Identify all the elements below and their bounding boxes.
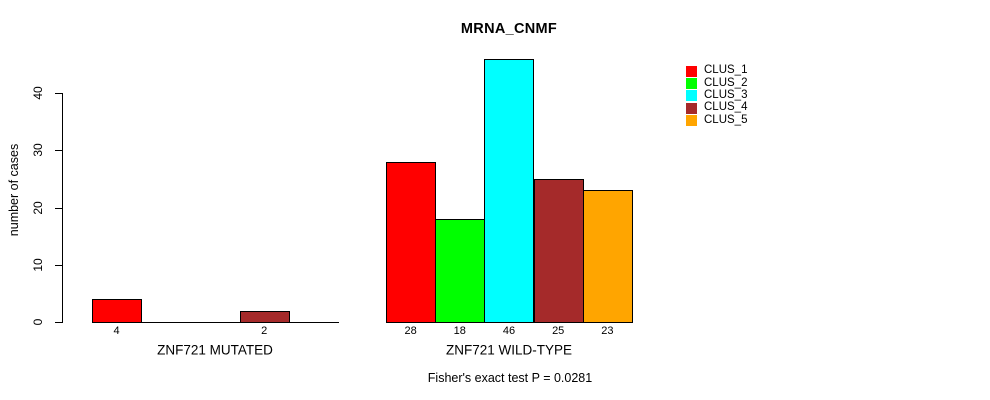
zero-bar-clus_5 [289, 322, 339, 323]
y-tick-label: 30 [31, 143, 45, 157]
legend-swatch-icon [686, 114, 697, 126]
y-tick-mark [55, 208, 62, 209]
legend-item: CLUS_2 [686, 77, 747, 89]
y-tick-label: 10 [31, 258, 45, 272]
legend-item: CLUS_3 [686, 88, 748, 102]
y-tick-label: 20 [31, 201, 45, 215]
bar-clus_4 [534, 179, 584, 323]
legend-label: CLUS_5 [704, 113, 748, 126]
legend-label: CLUS_2 [704, 76, 748, 89]
bar-value-label: 46 [502, 325, 516, 337]
bar-value-label: 28 [404, 325, 417, 337]
legend-swatch-icon [686, 90, 697, 102]
bar-value-label: 23 [601, 325, 614, 337]
y-tick-mark [55, 93, 62, 94]
legend-label: CLUS_3 [704, 88, 748, 101]
legend-label: CLUS_1 [704, 64, 748, 77]
bar-value-label: 4 [113, 325, 120, 337]
legend-item: CLUS_5 [686, 114, 747, 126]
group-label: ZNF721 WILD-TYPE [445, 342, 573, 358]
group-label: ZNF721 MUTATED [157, 342, 273, 358]
y-tick-label: 0 [31, 318, 45, 326]
y-tick-mark [55, 322, 62, 323]
chart-title: MRNA_CNMF [460, 21, 558, 37]
bar-clus_1 [386, 162, 436, 323]
legend-item: CLUS_1 [686, 65, 747, 77]
bar-clus_2 [435, 219, 485, 323]
bar-value-label: 2 [261, 325, 268, 337]
footnote: Fisher's exact test P = 0.0281 [427, 371, 593, 385]
y-tick-label: 40 [31, 86, 45, 100]
bar-clus_5 [583, 190, 633, 323]
y-tick-mark [55, 150, 62, 151]
legend-item: CLUS_4 [686, 102, 747, 114]
legend-label: CLUS_4 [704, 101, 748, 114]
zero-bar-clus_3 [190, 322, 240, 323]
bar-value-label: 25 [552, 325, 565, 337]
legend-swatch-icon [686, 102, 697, 114]
bar-clus_1 [92, 299, 142, 323]
zero-bar-clus_2 [141, 322, 191, 323]
bar-clus_3 [484, 59, 534, 323]
y-axis-line [62, 93, 63, 323]
bar-clus_4 [240, 311, 290, 323]
y-tick-mark [55, 265, 62, 266]
y-axis-label: number of cases [7, 143, 21, 237]
legend: CLUS_1 CLUS_2 CLUS_3 CLUS_4 CLUS_5 [686, 65, 747, 126]
legend-swatch-icon [686, 77, 697, 89]
bar-value-label: 18 [453, 325, 466, 337]
legend-swatch-icon [686, 65, 697, 77]
